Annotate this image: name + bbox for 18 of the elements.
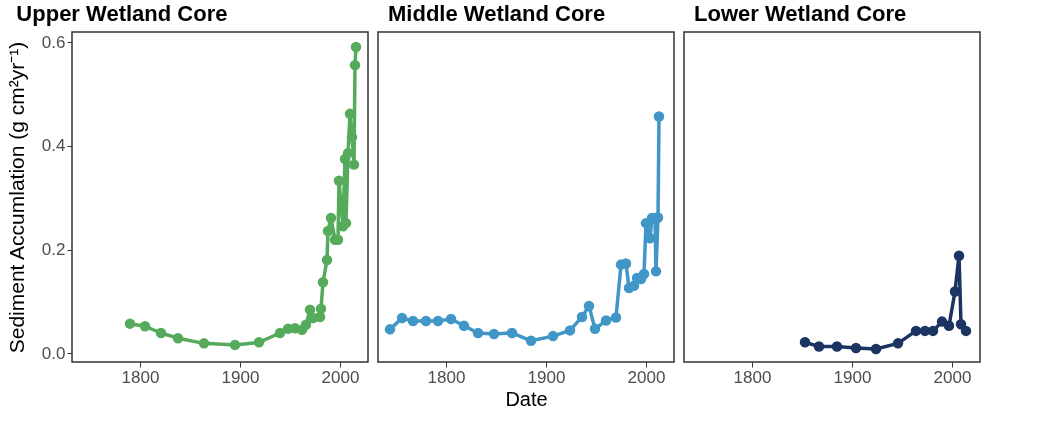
x-tick-label: 1800	[427, 367, 466, 387]
y-axis-title: Sediment Accumlation (g cm²yr⁻¹)	[4, 41, 28, 354]
chart-title: Upper Wetland Core	[16, 1, 228, 26]
x-tick-label: 2000	[933, 367, 972, 387]
x-tick-label: 2000	[321, 367, 360, 387]
x-tick-label: 2000	[627, 367, 666, 387]
x-tick-label: 1800	[121, 367, 160, 387]
y-tick-label: 0.2	[41, 240, 66, 260]
y-tick-label: 0.4	[41, 136, 66, 156]
y-tick-label: 0.6	[41, 32, 66, 52]
chart-title: Middle Wetland Core	[388, 1, 606, 26]
x-tick-label: 1900	[527, 367, 566, 387]
x-tick-label: 1800	[733, 367, 772, 387]
x-axis-title: Date	[505, 387, 548, 410]
x-tick-label: 1900	[833, 367, 872, 387]
y-tick-label: 0.0	[41, 343, 66, 363]
x-tick-label: 1900	[221, 367, 260, 387]
chart-title: Lower Wetland Core	[694, 1, 907, 26]
